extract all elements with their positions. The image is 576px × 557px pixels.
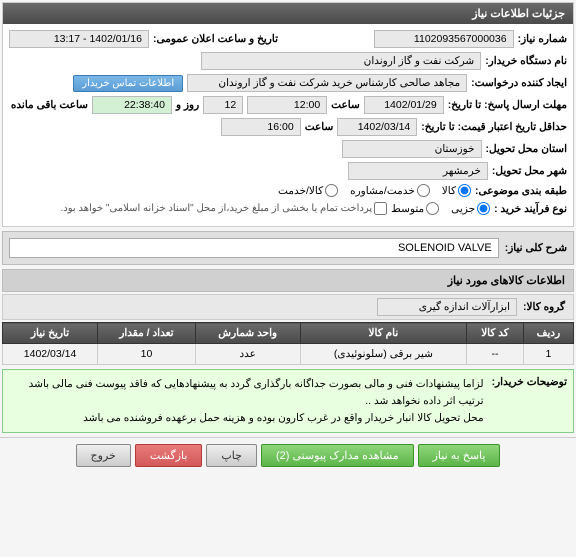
table-cell: -- <box>467 344 524 365</box>
treasury-checkbox[interactable]: پرداخت تمام یا بخشی از مبلغ خرید،از محل … <box>61 201 388 216</box>
exit-button[interactable]: خروج <box>76 444 131 467</box>
city-label: شهر محل تحویل: <box>492 165 567 177</box>
table-header: تعداد / مقدار <box>98 323 196 344</box>
announce-label: تاریخ و ساعت اعلان عمومی: <box>153 33 278 45</box>
table-header: کد کالا <box>467 323 524 344</box>
respond-button[interactable]: پاسخ به نیاز <box>418 444 501 467</box>
table-header: ردیف <box>523 323 573 344</box>
title-label: شرح کلی نیاز: <box>505 242 567 254</box>
requester-value: مجاهد صالحی کارشناس خرید شرکت نفت و گاز … <box>187 74 467 92</box>
table-cell: 1 <box>523 344 573 365</box>
remain-label: ساعت باقی مانده <box>11 99 88 111</box>
need-no-label: شماره نیاز: <box>518 33 567 45</box>
print-button[interactable]: چاپ <box>206 444 257 467</box>
province-value: خوزستان <box>342 140 482 158</box>
goods-section-header: اطلاعات کالاهای مورد نیاز <box>2 269 574 292</box>
validity-time: 16:00 <box>221 118 301 136</box>
validity-date: 1402/03/14 <box>337 118 417 136</box>
deadline-time: 12:00 <box>247 96 327 114</box>
deadline-date: 1402/01/29 <box>364 96 444 114</box>
desc-text: لزاما پیشنهادات فنی و مالی بصورت جداگانه… <box>9 376 484 426</box>
deadline-label: مهلت ارسال پاسخ: تا تاریخ: <box>448 99 567 111</box>
radio-partial-label: جزیی <box>451 203 475 215</box>
panel-header: جزئیات اطلاعات نیاز <box>3 3 573 24</box>
desc-line-2: محل تحویل کالا انبار خریدار واقع در غرب … <box>9 410 484 427</box>
table-cell: شیر برقی (سلونوئیدی) <box>300 344 467 365</box>
back-button[interactable]: بازگشت <box>135 444 203 467</box>
group-value: ابزارآلات اندازه گیری <box>377 298 517 316</box>
title-value: SOLENOID VALVE <box>9 238 499 258</box>
validity-time-label: ساعت <box>305 121 334 133</box>
radio-medium-label: متوسط <box>391 203 424 215</box>
buyer-value: شرکت نفت و گاز اروندان <box>201 52 481 70</box>
radio-service-label: خدمت/مشاوره <box>350 185 415 197</box>
radio-goods-label: کالا <box>442 185 456 197</box>
need-no-value: 1102093567000036 <box>374 30 514 48</box>
radio-medium[interactable]: متوسط <box>391 202 439 215</box>
desc-line-1: لزاما پیشنهادات فنی و مالی بصورت جداگانه… <box>9 376 484 410</box>
time-remaining: 22:38:40 <box>92 96 172 114</box>
buyer-label: نام دستگاه خریدار: <box>485 55 567 67</box>
requester-label: ایجاد کننده درخواست: <box>471 77 567 89</box>
purchase-type-label: نوع فرآیند خرید : <box>494 203 567 215</box>
treasury-note: پرداخت تمام یا بخشی از مبلغ خرید،از محل … <box>61 201 373 216</box>
announce-value: 1402/01/16 - 13:17 <box>9 30 149 48</box>
city-value: خرمشهر <box>348 162 488 180</box>
table-header: نام کالا <box>300 323 467 344</box>
table-cell: 1402/03/14 <box>3 344 98 365</box>
table-header: تاریخ نیاز <box>3 323 98 344</box>
radio-goods-service[interactable]: کالا/خدمت <box>278 184 338 197</box>
days-remaining: 12 <box>203 96 243 114</box>
table-header: واحد شمارش <box>195 323 300 344</box>
table-row[interactable]: 1--شیر برقی (سلونوئیدی)عدد101402/03/14 <box>3 344 574 365</box>
table-cell: 10 <box>98 344 196 365</box>
goods-table: ردیفکد کالانام کالاواحد شمارشتعداد / مقد… <box>2 322 574 365</box>
table-cell: عدد <box>195 344 300 365</box>
days-label: روز و <box>176 99 199 111</box>
desc-label: توضیحات خریدار: <box>492 376 567 426</box>
radio-goods-service-label: کالا/خدمت <box>278 185 323 197</box>
attachments-button[interactable]: مشاهده مدارک پیوستی (2) <box>261 444 414 467</box>
group-label: گروه کالا: <box>523 301 565 313</box>
category-label: طبقه بندی موضوعی: <box>475 185 567 197</box>
radio-service[interactable]: خدمت/مشاوره <box>350 184 430 197</box>
radio-goods[interactable]: کالا <box>442 184 471 197</box>
radio-partial[interactable]: جزیی <box>451 202 490 215</box>
validity-label: حداقل تاریخ اعتبار قیمت: تا تاریخ: <box>421 121 567 133</box>
contact-buyer-button[interactable]: اطلاعات تماس خریدار <box>73 75 183 92</box>
deadline-time-label: ساعت <box>331 99 360 111</box>
province-label: استان محل تحویل: <box>486 143 567 155</box>
